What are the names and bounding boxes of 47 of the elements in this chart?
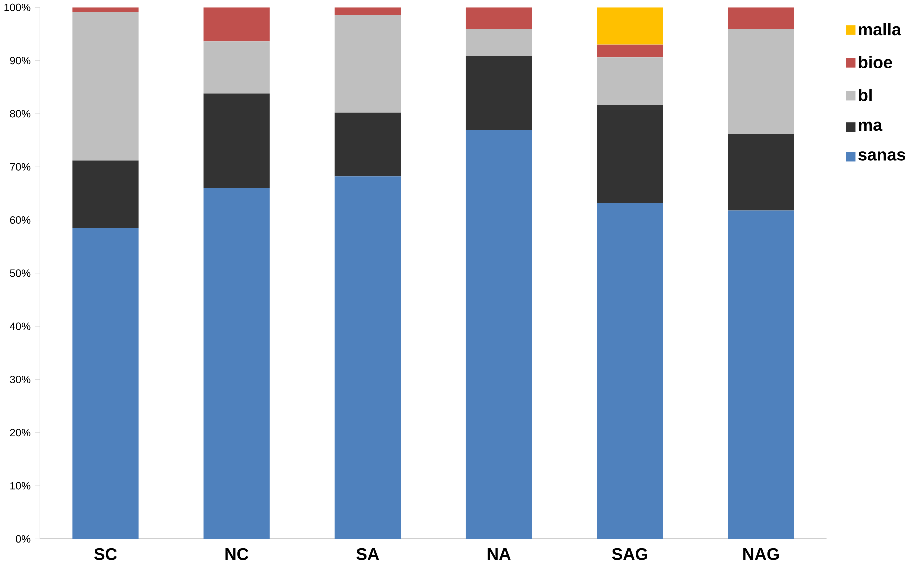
y-tick-label: 0% <box>16 535 31 543</box>
y-tick-label: 60% <box>10 216 31 224</box>
bar <box>334 176 402 540</box>
x-tick-label: NC <box>226 548 249 560</box>
bar <box>204 42 270 94</box>
bar <box>72 8 139 12</box>
bar <box>72 160 139 228</box>
legend-label: ma <box>859 122 883 132</box>
y-tick-label: 90% <box>10 56 31 64</box>
legend-label: bioe <box>859 56 892 68</box>
y-tick-label: 30% <box>10 376 31 384</box>
bar <box>466 130 532 540</box>
x-tick-label: SA <box>356 548 380 560</box>
bar <box>597 58 664 106</box>
bar <box>72 12 139 161</box>
y-tick-label: 50% <box>10 270 31 278</box>
y-tick-label: 80% <box>10 110 31 118</box>
x-tick-label: SAG <box>612 548 648 560</box>
bar <box>597 105 664 204</box>
bar <box>72 228 139 540</box>
bar <box>466 56 532 130</box>
bar <box>597 203 664 540</box>
bar <box>728 134 794 211</box>
x-tick-label: NAG <box>744 548 780 560</box>
bar <box>466 29 532 56</box>
bar <box>334 8 402 15</box>
bar <box>334 112 402 177</box>
bar <box>204 188 270 540</box>
y-tick-label: 10% <box>10 482 31 490</box>
legend-label: bl <box>859 88 872 102</box>
bar <box>466 8 532 30</box>
x-tick-label: SC <box>94 548 118 560</box>
y-tick-label: 100% <box>4 4 31 12</box>
x-tick-label: NA <box>488 548 511 560</box>
y-tick-label: 40% <box>10 322 31 330</box>
bar <box>204 94 270 188</box>
bar <box>728 8 794 30</box>
bar <box>334 14 402 113</box>
bar <box>728 29 794 134</box>
legend-label: sanas <box>858 151 906 161</box>
bar <box>728 210 794 540</box>
y-tick-label: 70% <box>10 163 31 171</box>
y-tick-label: 20% <box>10 428 31 436</box>
bar <box>597 8 664 45</box>
bar <box>597 44 664 58</box>
bar <box>204 8 270 42</box>
legend-label: malla <box>859 23 902 36</box>
